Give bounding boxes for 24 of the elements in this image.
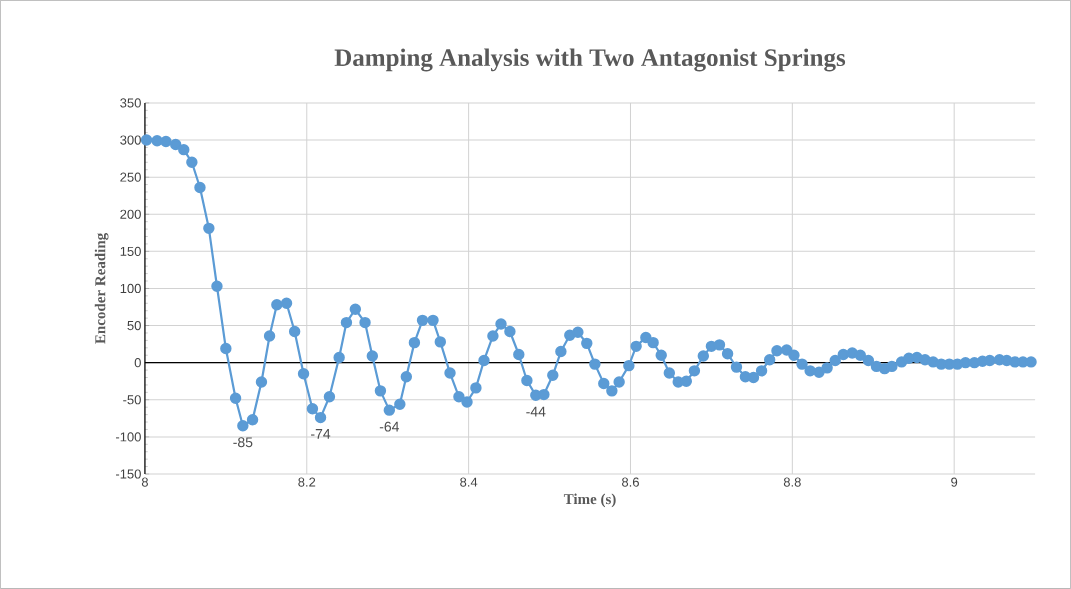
y-tick-label: 200 — [120, 209, 141, 219]
chart-title: Damping Analysis with Two Antagonist Springs — [334, 48, 846, 72]
annotation: -64 — [379, 421, 400, 432]
x-tick-label: 8.8 — [783, 477, 801, 487]
x-tick-label: 8.6 — [622, 477, 639, 487]
x-tick-label: 8.2 — [298, 477, 316, 487]
annotation: -85 — [233, 437, 253, 448]
y-tick-label: 300 — [120, 135, 141, 145]
y-tick-label: 0 — [134, 358, 141, 368]
x-axis-title: Time (s) — [563, 493, 616, 508]
y-tick-label: -50 — [123, 395, 141, 405]
x-tick-label: 8 — [141, 477, 148, 487]
y-tick-label: 150 — [120, 246, 141, 256]
y-tick-label: 350 — [120, 98, 141, 108]
y-tick-label: 50 — [127, 321, 141, 331]
x-tick-label: 9 — [951, 477, 958, 487]
y-tick-label: -100 — [115, 432, 141, 442]
annotation: -44 — [526, 406, 546, 417]
annotation: -74 — [311, 429, 331, 439]
y-tick-label: -150 — [115, 469, 141, 479]
y-tick-label: 250 — [120, 172, 141, 182]
y-axis-title: Encoder Reading — [94, 233, 109, 344]
x-tick-label: 8.4 — [460, 477, 478, 487]
y-tick-label: 100 — [120, 283, 141, 294]
